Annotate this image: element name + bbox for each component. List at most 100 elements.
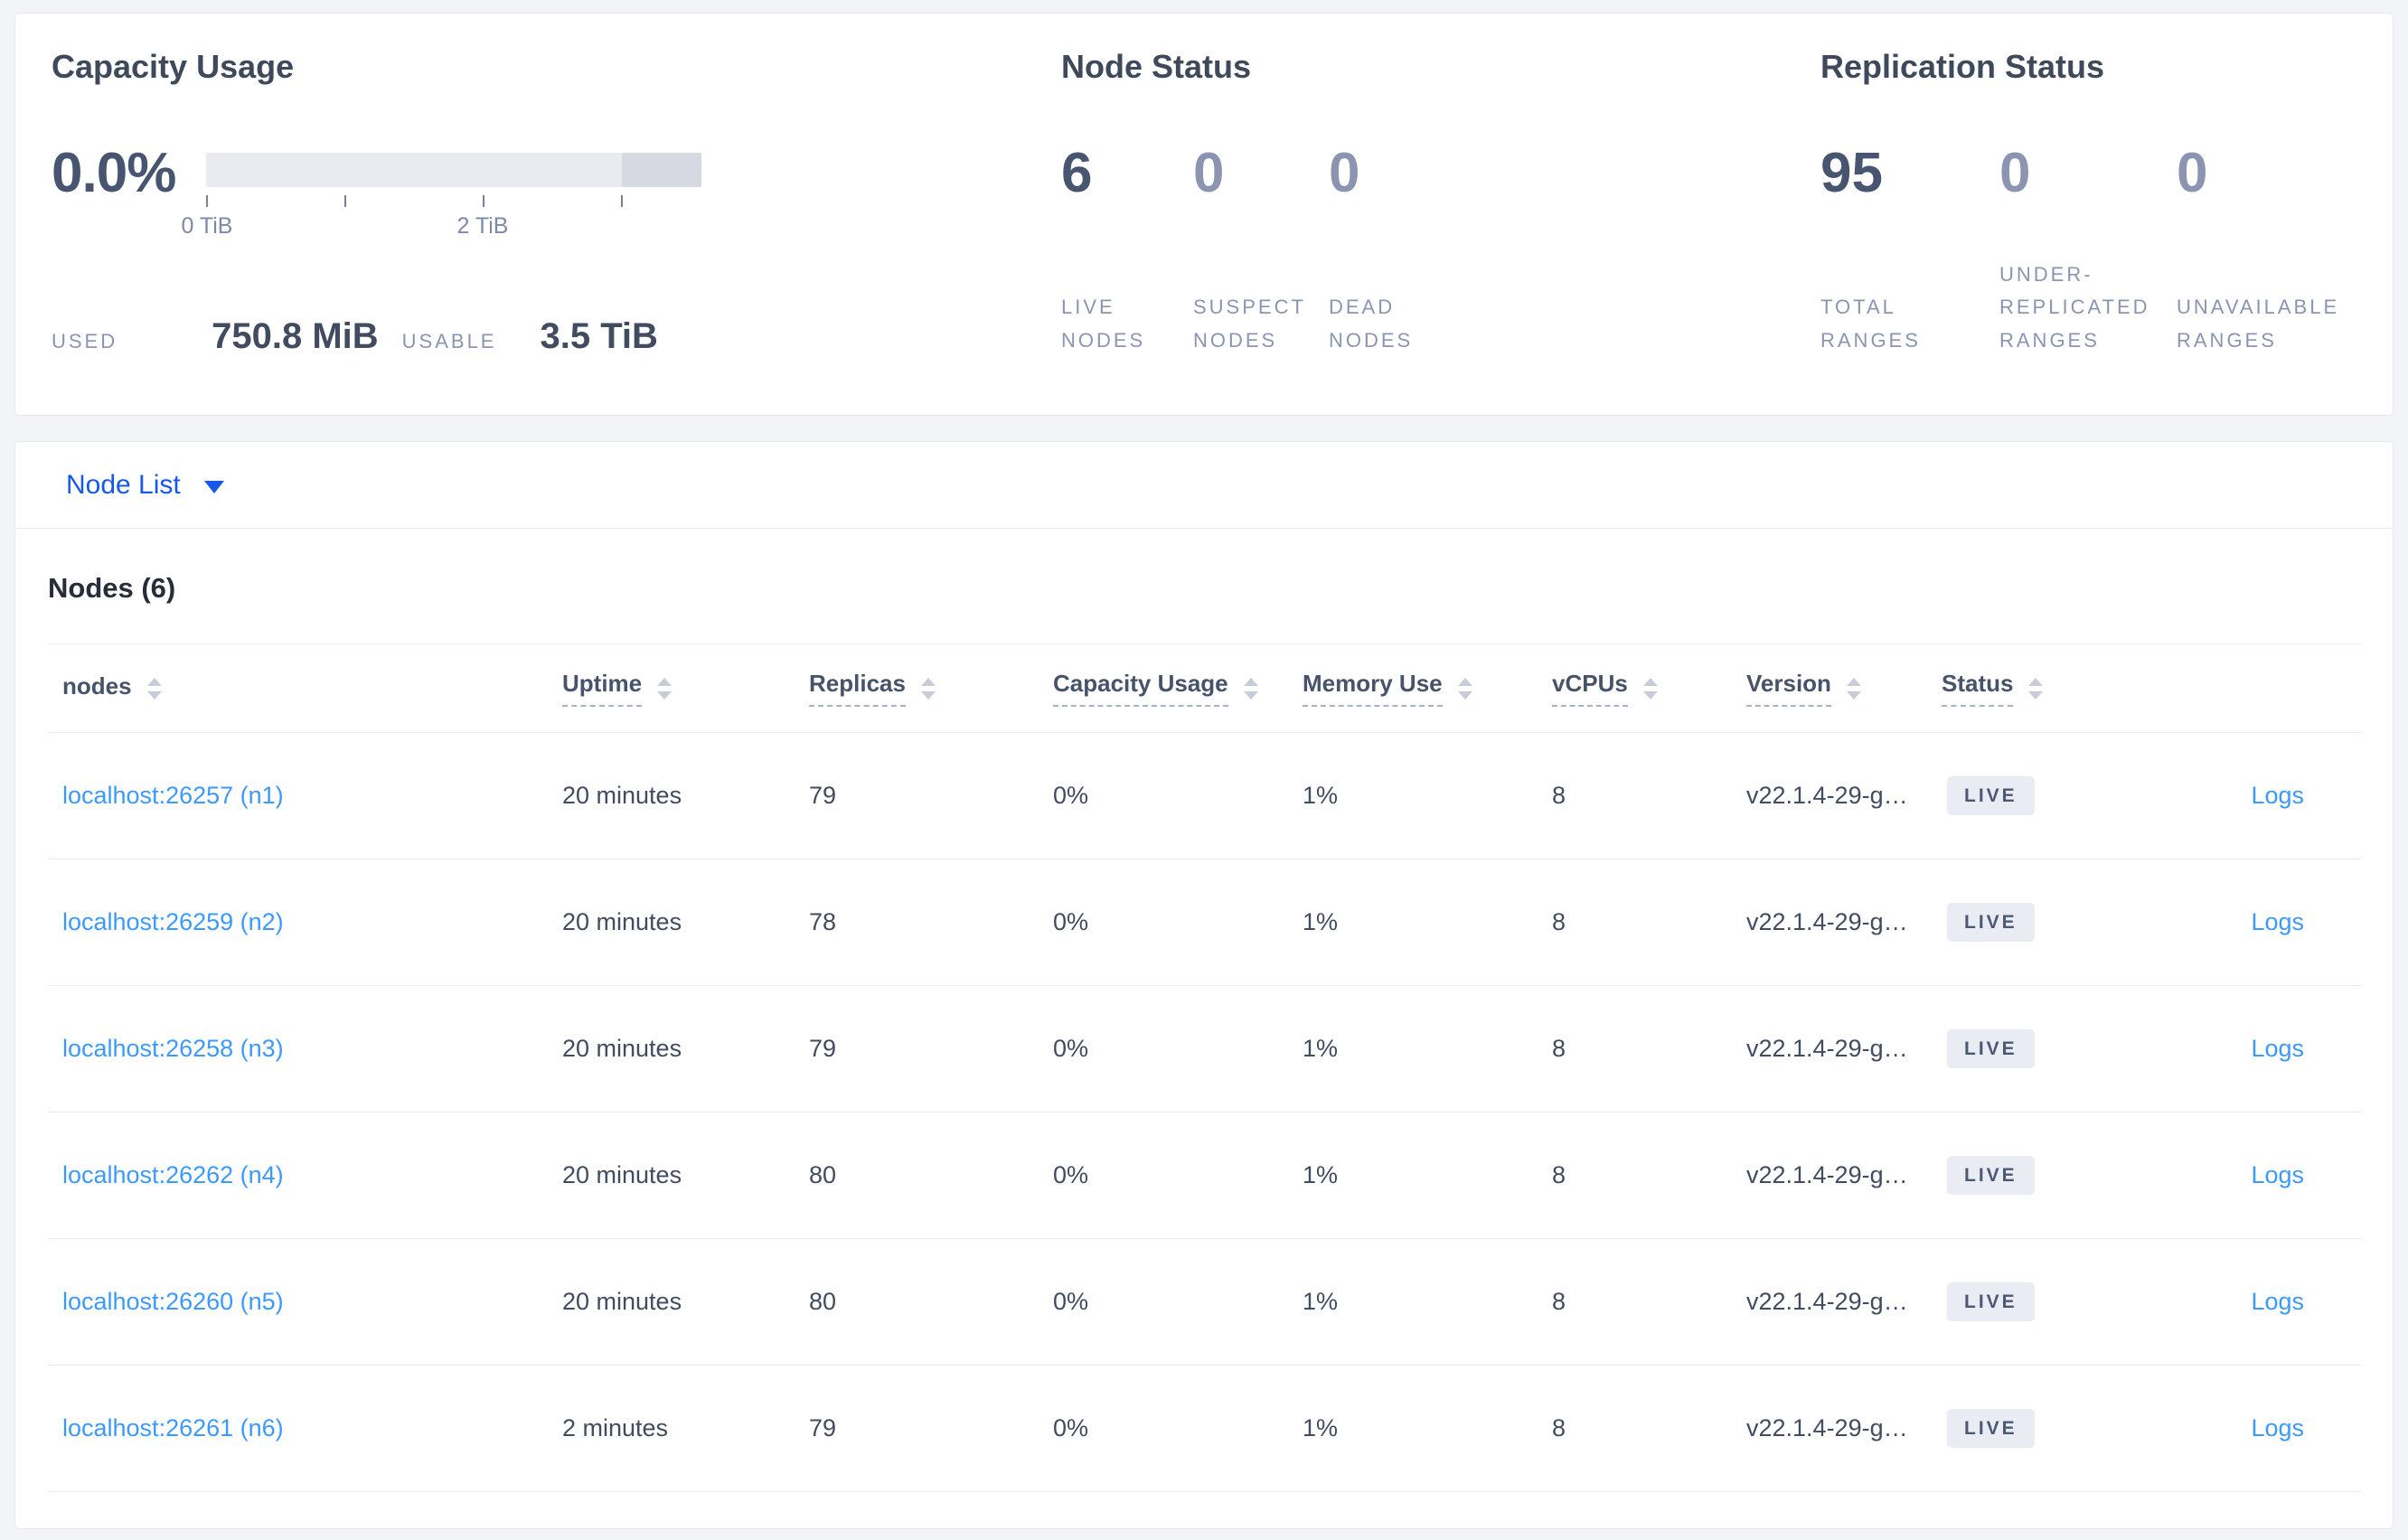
under-replicated-ranges-value: 0 xyxy=(1999,142,2031,204)
replication-status-section: Replication Status 95 TOTAL RANGES 0 UND… xyxy=(1820,48,2353,357)
version-cell: v22.1.4-29-g… xyxy=(1746,1161,1908,1188)
capacity-usage-cell: 0% xyxy=(1053,782,1089,809)
dead-nodes-label: DEAD NODES xyxy=(1329,296,1414,352)
node-link[interactable]: localhost:26260 (n5) xyxy=(62,1288,284,1315)
table-row: localhost:26260 (n5) 20 minutes 80 0% 1%… xyxy=(48,1239,2362,1366)
logs-link[interactable]: Logs xyxy=(2251,782,2304,809)
column-header-label: Replicas xyxy=(809,670,906,707)
sort-icon xyxy=(920,677,936,700)
column-header-memory-use[interactable]: Memory Use xyxy=(1303,670,1552,707)
replication-status-title: Replication Status xyxy=(1820,48,2105,85)
logs-link[interactable]: Logs xyxy=(2251,1035,2304,1062)
status-badge: LIVE xyxy=(1947,776,2035,815)
vcpus-cell: 8 xyxy=(1552,1288,1566,1315)
memory-use-cell: 1% xyxy=(1303,1288,1339,1315)
node-link[interactable]: localhost:26261 (n6) xyxy=(62,1414,284,1441)
column-header-label: Memory Use xyxy=(1303,670,1443,707)
column-header-label: Capacity Usage xyxy=(1053,670,1228,707)
logs-link[interactable]: Logs xyxy=(2251,1288,2304,1315)
vcpus-cell: 8 xyxy=(1552,908,1566,935)
uptime-cell: 2 minutes xyxy=(562,1414,669,1441)
vcpus-cell: 8 xyxy=(1552,782,1566,809)
table-row: localhost:26261 (n6) 2 minutes 79 0% 1% … xyxy=(48,1366,2362,1492)
unavailable-ranges-value: 0 xyxy=(2177,142,2208,204)
live-nodes-stat: 6 LIVE NODES xyxy=(1061,146,1193,357)
nodes-heading: Nodes (6) xyxy=(48,572,176,604)
uptime-cell: 20 minutes xyxy=(562,1161,682,1188)
replicas-cell: 80 xyxy=(809,1161,837,1188)
usable-label: USABLE xyxy=(401,330,497,352)
capacity-usage-section: Capacity Usage 0.0% 0 TiB 2 TiB xyxy=(52,48,1061,357)
logs-link[interactable]: Logs xyxy=(2251,908,2304,935)
capacity-usage-cell: 0% xyxy=(1053,1161,1089,1188)
chevron-down-icon xyxy=(203,480,224,493)
column-header-capacity-usage[interactable]: Capacity Usage xyxy=(1053,670,1303,707)
unavailable-ranges-stat: 0 UNAVAILABLE RANGES xyxy=(2177,146,2353,357)
column-header-replicas[interactable]: Replicas xyxy=(809,670,1053,707)
node-status-stats: 6 LIVE NODES 0 SUSPECT NODES 0 DEAD NODE… xyxy=(1061,146,1820,357)
tick-mark xyxy=(344,195,346,207)
unavailable-ranges-label: UNAVAILABLE RANGES xyxy=(2177,296,2340,352)
column-header-label: vCPUs xyxy=(1552,670,1628,707)
column-header-vcpus[interactable]: vCPUs xyxy=(1552,670,1746,707)
version-cell: v22.1.4-29-g… xyxy=(1746,782,1908,809)
status-badge: LIVE xyxy=(1947,1156,2035,1195)
node-link[interactable]: localhost:26258 (n3) xyxy=(62,1035,284,1062)
replicas-cell: 79 xyxy=(809,1035,837,1062)
memory-use-cell: 1% xyxy=(1303,1414,1339,1441)
sort-icon xyxy=(1642,677,1658,700)
capacity-usage-cell: 0% xyxy=(1053,1288,1089,1315)
status-badge: LIVE xyxy=(1947,1282,2035,1321)
sort-icon xyxy=(2028,677,2044,700)
live-nodes-label: LIVE NODES xyxy=(1061,296,1146,352)
total-ranges-value: 95 xyxy=(1820,142,1883,204)
capacity-gauge-ticks xyxy=(206,195,701,208)
column-header-nodes[interactable]: nodes xyxy=(48,672,562,704)
replication-stats: 95 TOTAL RANGES 0 UNDER-REPLICATED RANGE… xyxy=(1820,146,2353,357)
node-list-card: Node List Nodes (6) nodes Uptime xyxy=(14,441,2394,1529)
uptime-cell: 20 minutes xyxy=(562,782,682,809)
nodes-table: nodes Uptime Replicas Capacity Usage xyxy=(48,643,2362,1492)
logs-link[interactable]: Logs xyxy=(2251,1161,2304,1188)
version-cell: v22.1.4-29-g… xyxy=(1746,908,1908,935)
column-header-version[interactable]: Version xyxy=(1746,670,1942,707)
memory-use-cell: 1% xyxy=(1303,1161,1339,1188)
version-cell: v22.1.4-29-g… xyxy=(1746,1288,1908,1315)
capacity-gauge-chart: 0 TiB 2 TiB xyxy=(182,153,701,240)
axis-label-2tib: 2 TiB xyxy=(456,213,509,239)
table-row: localhost:26258 (n3) 20 minutes 79 0% 1%… xyxy=(48,986,2362,1113)
capacity-percent: 0.0% xyxy=(52,142,176,204)
sort-icon xyxy=(1846,677,1861,700)
status-badge: LIVE xyxy=(1947,1029,2035,1068)
vcpus-cell: 8 xyxy=(1552,1035,1566,1062)
logs-link[interactable]: Logs xyxy=(2251,1414,2304,1441)
node-link[interactable]: localhost:26262 (n4) xyxy=(62,1161,284,1188)
capacity-gauge-bar-tail xyxy=(622,153,701,187)
capacity-usage-cell: 0% xyxy=(1053,908,1089,935)
column-header-label: nodes xyxy=(62,672,132,700)
suspect-nodes-label: SUSPECT NODES xyxy=(1193,296,1306,352)
tick-mark xyxy=(621,195,623,207)
sort-icon xyxy=(657,677,673,700)
vcpus-cell: 8 xyxy=(1552,1414,1566,1441)
under-replicated-ranges-stat: 0 UNDER-REPLICATED RANGES xyxy=(1999,146,2177,357)
total-ranges-stat: 95 TOTAL RANGES xyxy=(1820,146,1999,357)
dead-nodes-stat: 0 DEAD NODES xyxy=(1329,146,1820,357)
column-header-status[interactable]: Status xyxy=(1942,670,2104,707)
suspect-nodes-stat: 0 SUSPECT NODES xyxy=(1193,146,1329,357)
usable-value: 3.5 TiB xyxy=(540,316,658,356)
version-cell: v22.1.4-29-g… xyxy=(1746,1414,1908,1441)
uptime-cell: 20 minutes xyxy=(562,908,682,935)
node-link[interactable]: localhost:26259 (n2) xyxy=(62,908,284,935)
dead-nodes-value: 0 xyxy=(1329,142,1360,204)
node-list-dropdown[interactable]: Node List xyxy=(66,470,224,501)
status-badge: LIVE xyxy=(1947,903,2035,942)
column-header-uptime[interactable]: Uptime xyxy=(562,670,809,707)
tick-mark xyxy=(206,195,208,207)
sort-icon xyxy=(1243,677,1258,700)
node-list-bar: Node List xyxy=(15,442,2393,529)
sort-icon xyxy=(1457,677,1472,700)
node-link[interactable]: localhost:26257 (n1) xyxy=(62,782,284,809)
version-cell: v22.1.4-29-g… xyxy=(1746,1035,1908,1062)
capacity-gauge-row: 0.0% 0 TiB 2 TiB xyxy=(52,146,1061,240)
